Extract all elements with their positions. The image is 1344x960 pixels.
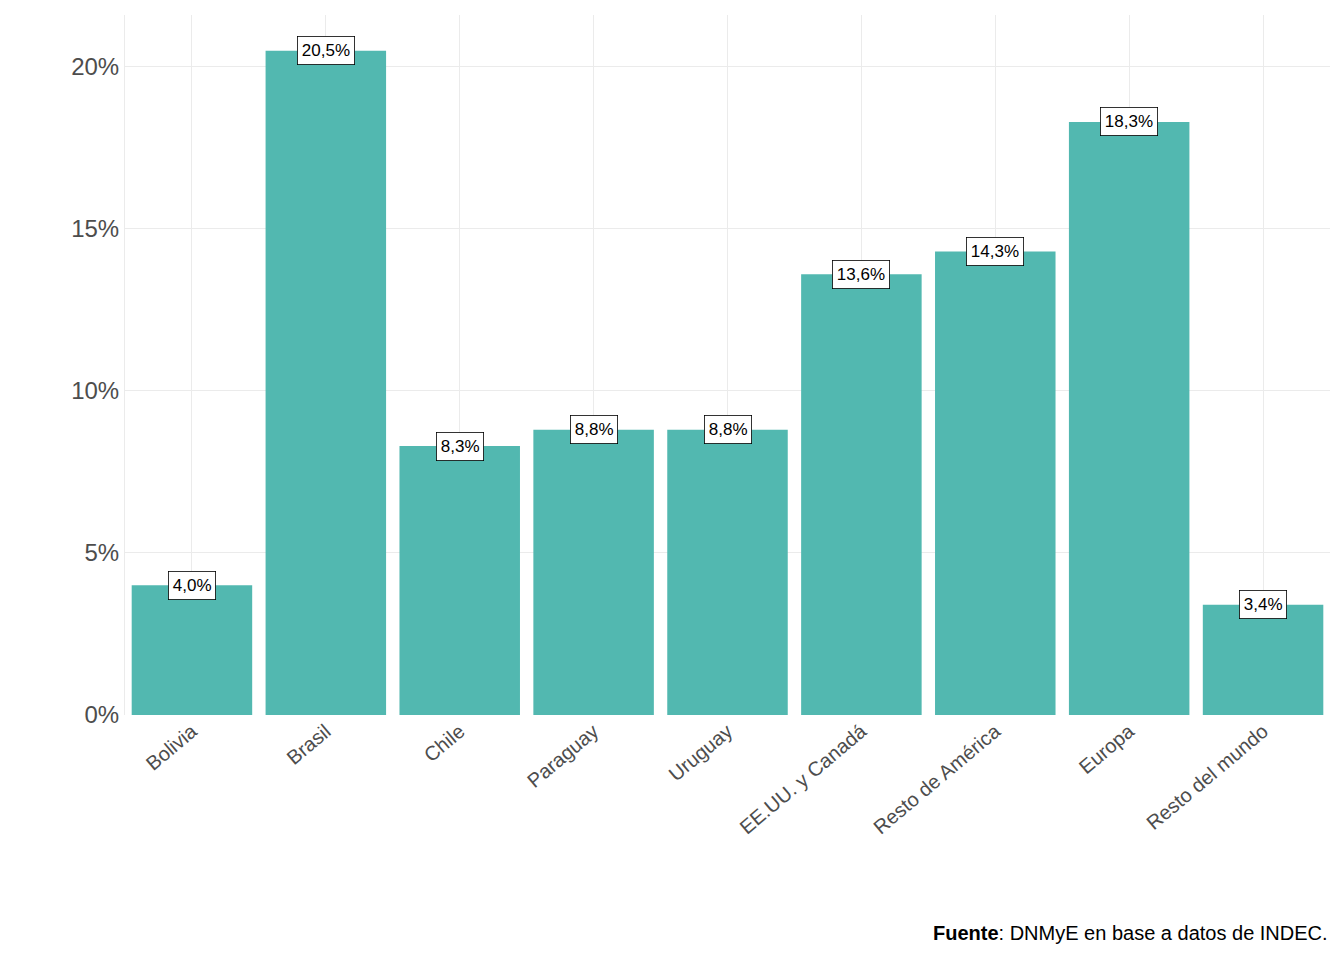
svg-text:Uruguay: Uruguay xyxy=(664,720,736,785)
svg-text:Europa: Europa xyxy=(1075,719,1139,778)
svg-text:15%: 15% xyxy=(71,215,119,242)
svg-text:Brasil: Brasil xyxy=(282,720,334,769)
svg-text:Paraguay: Paraguay xyxy=(523,720,603,792)
svg-text:EE.UU. y Canadá: EE.UU. y Canadá xyxy=(735,719,871,838)
svg-text:10%: 10% xyxy=(71,377,119,404)
svg-text:18,3%: 18,3% xyxy=(1105,112,1153,131)
svg-text:3,4%: 3,4% xyxy=(1244,595,1283,614)
svg-text:5%: 5% xyxy=(85,539,120,566)
svg-text:14,3%: 14,3% xyxy=(971,242,1019,261)
svg-text:20%: 20% xyxy=(71,53,119,80)
svg-text:Fuente: DNMyE en base a datos: Fuente: DNMyE en base a datos de INDEC. xyxy=(933,922,1328,944)
svg-text:4,0%: 4,0% xyxy=(173,576,212,595)
svg-text:8,3%: 8,3% xyxy=(441,437,480,456)
svg-text:0%: 0% xyxy=(85,701,120,728)
svg-text:8,8%: 8,8% xyxy=(575,420,614,439)
svg-text:13,6%: 13,6% xyxy=(837,265,885,284)
svg-text:Resto de América: Resto de América xyxy=(869,719,1005,838)
svg-text:Bolivia: Bolivia xyxy=(142,719,202,774)
svg-text:8,8%: 8,8% xyxy=(709,420,748,439)
svg-text:Resto del mundo: Resto del mundo xyxy=(1142,720,1272,834)
svg-text:20,5%: 20,5% xyxy=(302,41,350,60)
svg-text:Chile: Chile xyxy=(420,720,469,766)
